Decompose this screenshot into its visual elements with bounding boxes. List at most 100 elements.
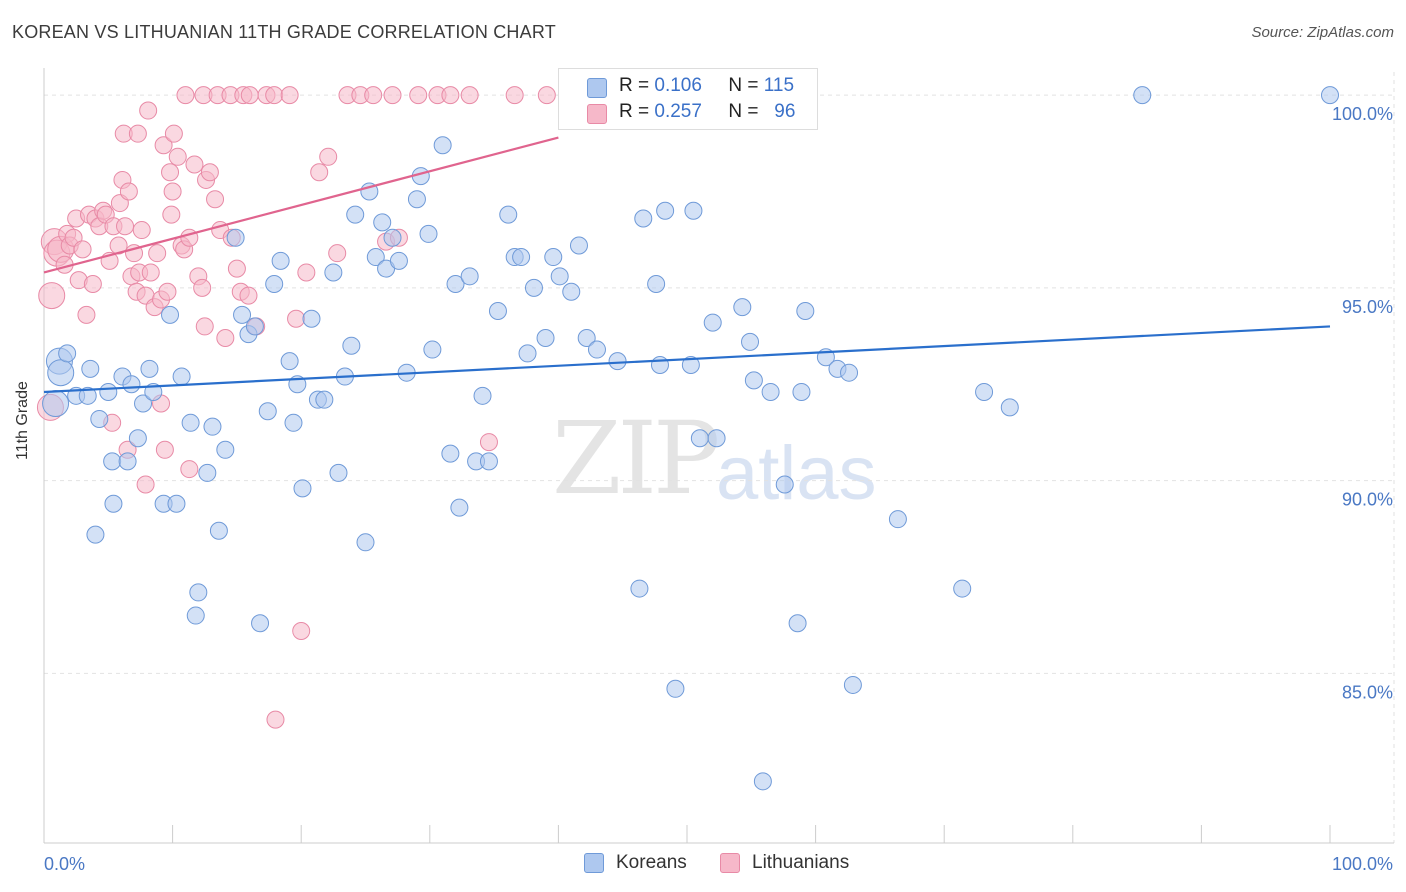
lithuanian-point bbox=[479, 433, 498, 452]
korean-point bbox=[544, 248, 563, 267]
lithuanian-point bbox=[310, 163, 329, 182]
korean-point bbox=[118, 452, 137, 471]
korean-point bbox=[233, 305, 252, 324]
lithuanian-point bbox=[441, 86, 460, 105]
korean-point bbox=[99, 382, 118, 401]
korean-point bbox=[302, 309, 321, 328]
watermark-zip: ZIP bbox=[552, 400, 720, 517]
korean-point bbox=[681, 355, 700, 374]
lithuanian-point bbox=[73, 240, 92, 259]
legend-swatch-lithuanians-bottom bbox=[720, 853, 740, 873]
korean-point bbox=[258, 402, 277, 421]
korean-point bbox=[630, 579, 649, 598]
korean-point bbox=[366, 248, 385, 267]
korean-point bbox=[741, 332, 760, 351]
lithuanian-point bbox=[460, 86, 479, 105]
korean-point bbox=[216, 440, 235, 459]
korean-point bbox=[58, 344, 77, 363]
korean-point bbox=[441, 444, 460, 463]
legend-swatch-koreans-bottom bbox=[584, 853, 604, 873]
korean-point bbox=[161, 305, 180, 324]
korean-point bbox=[650, 355, 669, 374]
lithuanian-point bbox=[319, 147, 338, 166]
korean-point bbox=[203, 417, 222, 436]
korean-point bbox=[796, 302, 815, 321]
korean-point bbox=[499, 205, 518, 224]
lithuanian-point bbox=[537, 86, 556, 105]
legend-r-label-koreans: R = bbox=[619, 75, 650, 96]
korean-point bbox=[1133, 86, 1152, 105]
korean-point bbox=[103, 452, 122, 471]
legend-r-label-lithuanians: R = bbox=[619, 101, 650, 122]
y-axis-label: 11th Grade bbox=[14, 381, 31, 460]
korean-point bbox=[186, 606, 205, 625]
korean-point bbox=[42, 390, 70, 418]
korean-point bbox=[81, 359, 100, 378]
korean-point bbox=[587, 340, 606, 359]
correlation-legend: R = 0.106 N = 115 R = 0.257 N = 96 bbox=[558, 68, 818, 130]
y-tick-label: 90.0% bbox=[1342, 490, 1393, 510]
y-tick-label: 95.0% bbox=[1342, 297, 1393, 317]
lithuanian-point bbox=[240, 86, 259, 105]
lithuanian-point bbox=[154, 136, 173, 155]
lithuanian-point bbox=[383, 86, 402, 105]
korean-point bbox=[284, 413, 303, 432]
lithuanian-point bbox=[200, 163, 219, 182]
korean-point bbox=[245, 317, 264, 336]
korean-point bbox=[656, 201, 675, 220]
korean-point bbox=[684, 201, 703, 220]
korean-point bbox=[840, 363, 859, 382]
korean-point bbox=[975, 382, 994, 401]
korean-point bbox=[423, 340, 442, 359]
korean-point bbox=[346, 205, 365, 224]
korean-point bbox=[293, 479, 312, 498]
korean-point bbox=[209, 521, 228, 540]
lithuanian-point bbox=[185, 155, 204, 174]
korean-point bbox=[419, 224, 438, 243]
korean-point bbox=[433, 136, 452, 155]
lithuanian-point bbox=[409, 86, 428, 105]
trend-layer bbox=[43, 136, 1331, 394]
korean-point bbox=[488, 302, 507, 321]
lithuanian-point bbox=[364, 86, 383, 105]
korean-point bbox=[90, 409, 109, 428]
korean-point bbox=[843, 675, 862, 694]
korean-point bbox=[450, 498, 469, 517]
korean-point bbox=[446, 275, 465, 294]
y-tick-label: 85.0% bbox=[1342, 682, 1393, 702]
korean-point bbox=[198, 463, 217, 482]
lithuanian-point bbox=[119, 182, 138, 201]
lithuanian-point bbox=[83, 275, 102, 294]
korean-point bbox=[134, 394, 153, 413]
korean-point bbox=[733, 298, 752, 317]
legend-n-label-koreans: N = bbox=[728, 75, 759, 96]
grid-layer bbox=[44, 72, 1395, 843]
lithuanian-point bbox=[163, 182, 182, 201]
korean-point bbox=[271, 251, 290, 270]
lithuanian-point bbox=[227, 259, 246, 278]
lithuanian-point bbox=[292, 621, 311, 640]
korean-point bbox=[189, 583, 208, 602]
lithuanian-point bbox=[297, 263, 316, 282]
korean-point bbox=[550, 267, 569, 286]
lithuanian-point bbox=[148, 244, 167, 263]
korean-point bbox=[512, 248, 531, 267]
korean-point bbox=[569, 236, 588, 255]
lithuanian-point bbox=[155, 440, 174, 459]
lithuanian-point bbox=[128, 124, 147, 143]
lithuanian-point bbox=[168, 147, 187, 166]
korean-point bbox=[518, 344, 537, 363]
korean-point bbox=[792, 382, 811, 401]
korean-point bbox=[479, 452, 498, 471]
lithuanian-point bbox=[280, 86, 299, 105]
korean-point bbox=[888, 510, 907, 529]
lithuanian-point bbox=[239, 286, 258, 305]
korean-point bbox=[144, 382, 163, 401]
korean-point bbox=[788, 614, 807, 633]
lithuanian-point bbox=[206, 190, 225, 209]
lithuanian-point bbox=[141, 263, 160, 282]
legend-swatch-koreans bbox=[587, 78, 607, 98]
korean-point bbox=[703, 313, 722, 332]
y-tick-label: 100.0% bbox=[1332, 104, 1393, 124]
lithuanian-point bbox=[193, 278, 212, 297]
